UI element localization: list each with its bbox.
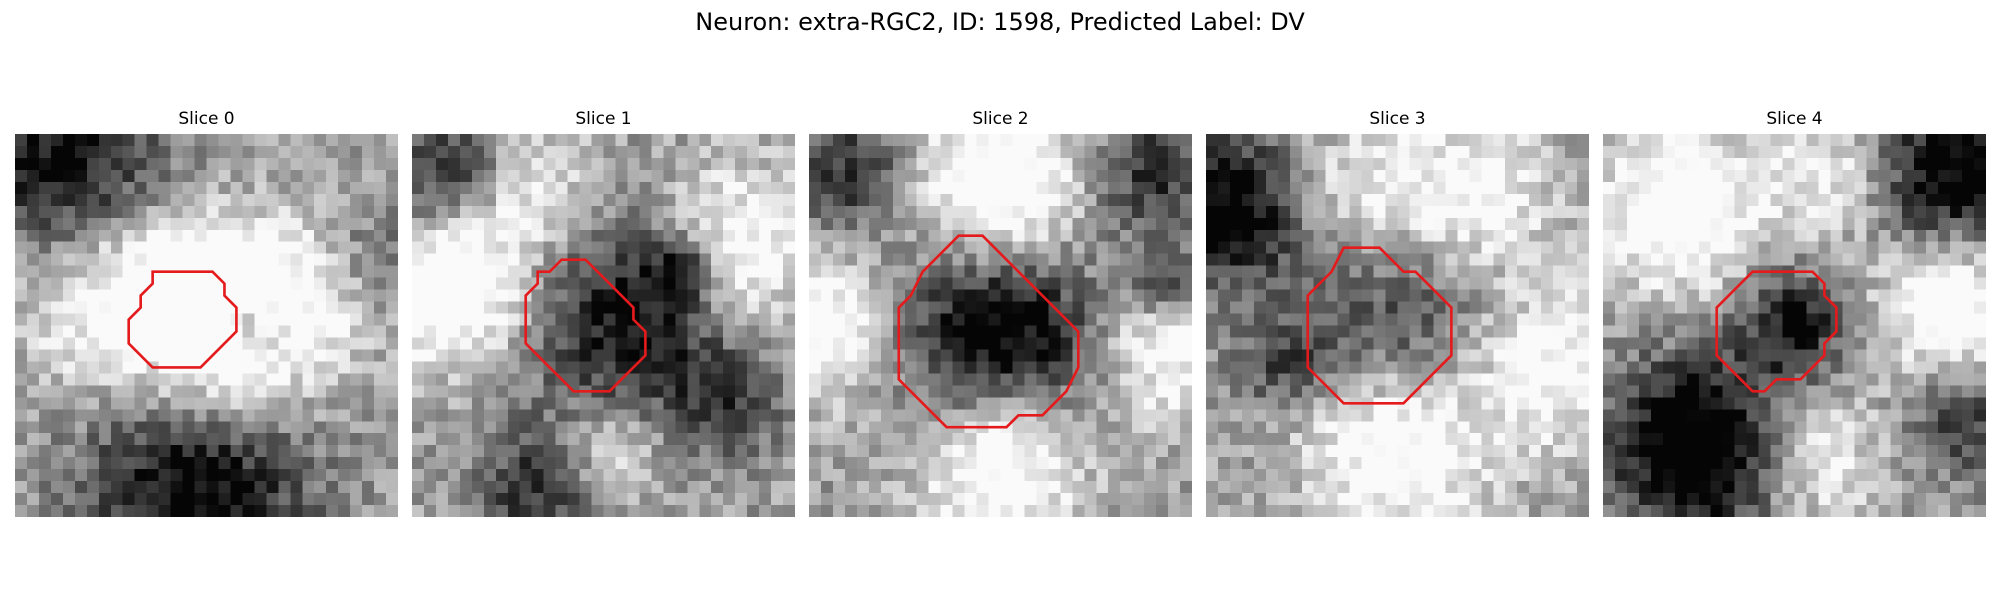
slice-title-2: Slice 2 (972, 109, 1029, 129)
figure-title: Neuron: extra-RGC2, ID: 1598, Predicted … (695, 8, 1305, 36)
roi-contour-4 (1715, 270, 1838, 393)
slice-title-1: Slice 1 (575, 109, 632, 129)
slice-image-3 (1206, 134, 1589, 517)
roi-contour-3 (1306, 246, 1453, 405)
slice-title-4: Slice 4 (1766, 109, 1823, 129)
slice-image-2 (809, 134, 1192, 517)
slice-title-0: Slice 0 (178, 109, 235, 129)
slice-title-3: Slice 3 (1369, 109, 1426, 129)
slice-image-1 (412, 134, 795, 517)
slice-image-0 (15, 134, 398, 517)
roi-contour-2 (897, 234, 1080, 429)
slice-image-4 (1603, 134, 1986, 517)
roi-contour-1 (524, 258, 647, 393)
roi-contour-0 (127, 270, 238, 369)
